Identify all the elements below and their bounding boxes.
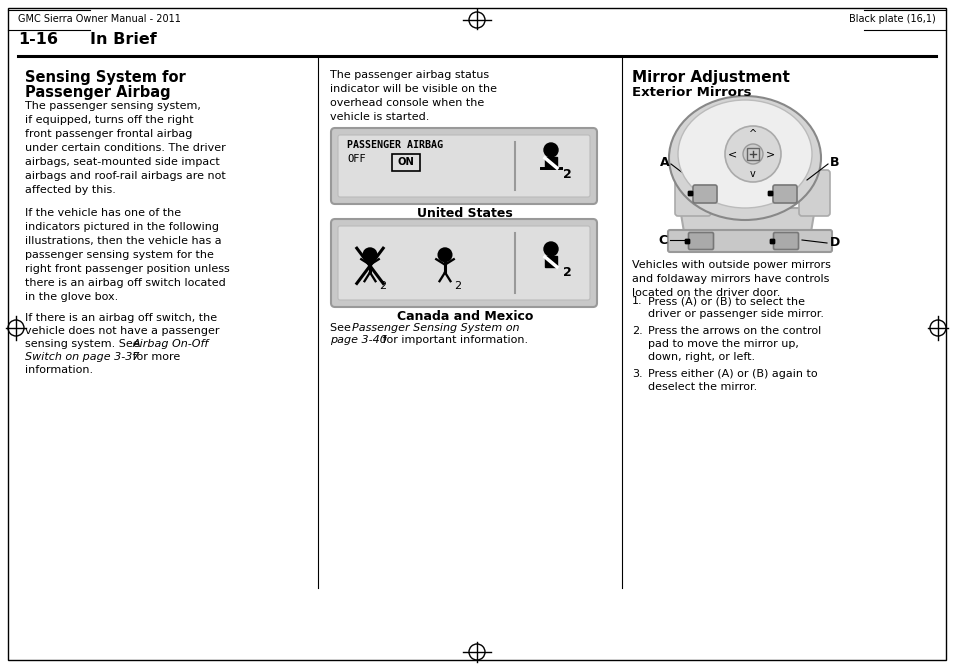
Text: Sensing System for: Sensing System for: [25, 70, 186, 85]
Text: deselect the mirror.: deselect the mirror.: [647, 382, 757, 392]
Text: A: A: [659, 156, 669, 170]
Text: In Brief: In Brief: [90, 32, 156, 47]
Text: OFF: OFF: [347, 154, 365, 164]
FancyBboxPatch shape: [331, 128, 597, 204]
Text: 1-16: 1-16: [18, 32, 58, 47]
Ellipse shape: [678, 100, 811, 208]
Text: GMC Sierra Owner Manual - 2011: GMC Sierra Owner Manual - 2011: [18, 14, 181, 24]
Text: Black plate (16,1): Black plate (16,1): [848, 14, 935, 24]
Text: D: D: [829, 236, 840, 250]
FancyBboxPatch shape: [392, 154, 419, 171]
Text: page 3-40: page 3-40: [330, 335, 387, 345]
FancyBboxPatch shape: [746, 148, 759, 160]
Text: Switch on page 3-37: Switch on page 3-37: [25, 352, 139, 362]
Ellipse shape: [668, 96, 821, 220]
Text: Vehicles with outside power mirrors
and foldaway mirrors have controls
located o: Vehicles with outside power mirrors and …: [631, 260, 830, 298]
Text: vehicle does not have a passenger: vehicle does not have a passenger: [25, 326, 219, 336]
Text: pad to move the mirror up,: pad to move the mirror up,: [647, 339, 798, 349]
FancyBboxPatch shape: [675, 170, 710, 216]
Text: ^: ^: [748, 129, 757, 139]
Circle shape: [543, 242, 558, 256]
Text: 1.: 1.: [631, 296, 642, 306]
Text: 2: 2: [379, 281, 386, 291]
FancyBboxPatch shape: [799, 170, 829, 216]
FancyBboxPatch shape: [773, 232, 798, 250]
Text: See: See: [330, 323, 354, 333]
Text: Press either (A) or (B) again to: Press either (A) or (B) again to: [647, 369, 817, 379]
FancyBboxPatch shape: [337, 135, 589, 197]
Text: B: B: [829, 156, 839, 170]
Text: Canada and Mexico: Canada and Mexico: [396, 310, 533, 323]
Text: >: >: [765, 149, 775, 159]
Circle shape: [363, 248, 376, 261]
Text: Passenger Airbag: Passenger Airbag: [25, 85, 171, 100]
Text: down, right, or left.: down, right, or left.: [647, 352, 755, 362]
Text: 2.: 2.: [631, 326, 642, 336]
Circle shape: [742, 144, 762, 164]
Text: <: <: [727, 149, 737, 159]
Text: Mirror Adjustment: Mirror Adjustment: [631, 70, 789, 85]
Text: 2: 2: [454, 281, 461, 291]
Text: information.: information.: [25, 365, 93, 375]
Circle shape: [438, 248, 451, 261]
Text: Press (A) or (B) to select the: Press (A) or (B) to select the: [647, 296, 804, 306]
Text: ON: ON: [397, 157, 414, 167]
Text: Press the arrows on the control: Press the arrows on the control: [647, 326, 821, 336]
Text: 3.: 3.: [631, 369, 642, 379]
Text: United States: United States: [416, 207, 513, 220]
Circle shape: [543, 143, 558, 157]
Text: driver or passenger side mirror.: driver or passenger side mirror.: [647, 309, 823, 319]
FancyBboxPatch shape: [772, 185, 796, 203]
Text: If there is an airbag off switch, the: If there is an airbag off switch, the: [25, 313, 217, 323]
Text: for important information.: for important information.: [378, 335, 528, 345]
FancyBboxPatch shape: [331, 219, 597, 307]
Text: The passenger airbag status
indicator will be visible on the
overhead console wh: The passenger airbag status indicator wi…: [330, 70, 497, 122]
Text: PASSENGER AIRBAG: PASSENGER AIRBAG: [347, 140, 442, 150]
Text: sensing system. See: sensing system. See: [25, 339, 143, 349]
FancyBboxPatch shape: [667, 230, 831, 252]
Text: Exterior Mirrors: Exterior Mirrors: [631, 86, 751, 99]
Text: If the vehicle has one of the
indicators pictured in the following
illustrations: If the vehicle has one of the indicators…: [25, 208, 230, 302]
FancyBboxPatch shape: [692, 185, 717, 203]
Text: The passenger sensing system,
if equipped, turns off the right
front passenger f: The passenger sensing system, if equippe…: [25, 101, 226, 195]
Circle shape: [724, 126, 781, 182]
Text: Airbag On-Off: Airbag On-Off: [132, 339, 209, 349]
Polygon shape: [679, 208, 814, 238]
Text: 2: 2: [562, 267, 571, 279]
FancyBboxPatch shape: [688, 232, 713, 250]
Polygon shape: [544, 157, 557, 168]
Text: for more: for more: [129, 352, 180, 362]
Text: 2: 2: [562, 168, 571, 180]
Text: Passenger Sensing System on: Passenger Sensing System on: [352, 323, 519, 333]
Polygon shape: [544, 256, 557, 267]
Text: v: v: [749, 169, 755, 179]
Text: C: C: [659, 234, 667, 246]
FancyBboxPatch shape: [337, 226, 589, 300]
